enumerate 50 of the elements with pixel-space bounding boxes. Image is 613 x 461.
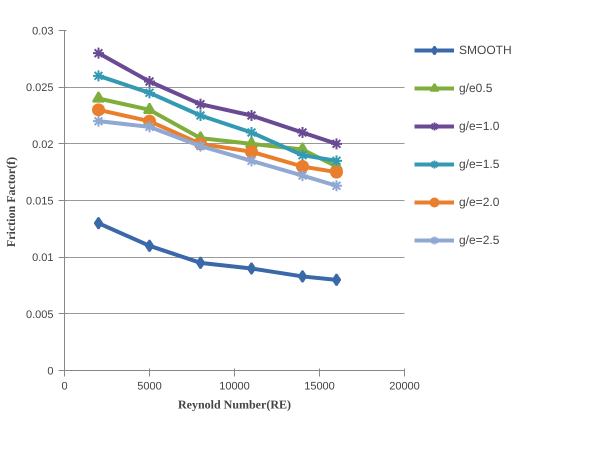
- legend-label: SMOOTH: [459, 43, 512, 57]
- point: [92, 114, 105, 128]
- point: [330, 166, 343, 179]
- point: [245, 126, 258, 139]
- point: [92, 103, 105, 116]
- y-tick-label: 0.02: [32, 138, 54, 151]
- point: [298, 270, 308, 283]
- y-tick-label: 0.025: [26, 82, 54, 94]
- point: [143, 120, 156, 134]
- point: [143, 75, 156, 88]
- point: [196, 256, 206, 270]
- point: [143, 86, 156, 100]
- legend-label: g/e=1.0: [459, 119, 500, 133]
- point: [245, 154, 258, 168]
- point: [245, 109, 258, 122]
- point: [143, 102, 156, 114]
- point: [296, 169, 309, 182]
- point: [246, 262, 256, 275]
- point: [92, 91, 105, 103]
- point: [296, 160, 309, 173]
- y-tick-label: 0.015: [26, 196, 54, 208]
- point: [144, 239, 154, 252]
- x-tick-label: 20000: [389, 380, 420, 392]
- x-axis-title: Reynold Number(RE): [178, 398, 292, 412]
- x-tick-label: 15000: [304, 380, 335, 392]
- legend-label: g/e=1.5: [459, 157, 500, 171]
- legend-label: g/e0.5: [459, 81, 492, 95]
- x-tick-label: 10000: [219, 380, 250, 392]
- legend-label: g/e=2.0: [459, 195, 500, 209]
- point: [92, 46, 105, 60]
- point: [330, 179, 343, 192]
- point: [245, 145, 258, 158]
- x-tick-label: 0: [61, 380, 68, 392]
- point: [332, 273, 342, 286]
- point: [92, 69, 105, 82]
- y-tick-label: 0.01: [32, 252, 54, 264]
- point: [194, 140, 207, 153]
- y-tick-label: 0: [47, 366, 54, 378]
- y-axis-title: Friction Factor(f): [4, 156, 18, 248]
- point: [330, 154, 343, 168]
- point: [194, 109, 207, 122]
- point: [296, 126, 309, 139]
- y-tick-label: 0.03: [32, 26, 54, 38]
- point: [94, 216, 104, 230]
- point: [296, 148, 309, 162]
- point: [194, 98, 207, 111]
- y-tick-label: 0.005: [26, 308, 54, 321]
- legend-label: g/e=2.5: [459, 233, 500, 247]
- x-tick-label: 5000: [137, 380, 162, 392]
- point: [330, 137, 343, 150]
